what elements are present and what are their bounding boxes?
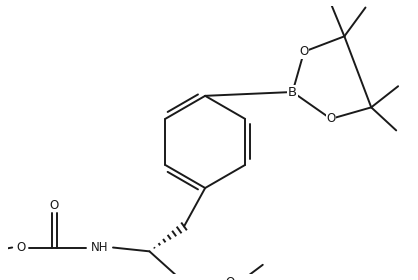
- Text: O: O: [326, 112, 336, 125]
- Text: O: O: [299, 45, 308, 58]
- Text: O: O: [50, 199, 59, 212]
- Text: NH: NH: [91, 241, 108, 254]
- Text: O: O: [16, 241, 25, 254]
- Text: B: B: [288, 85, 297, 99]
- Text: O: O: [225, 276, 235, 280]
